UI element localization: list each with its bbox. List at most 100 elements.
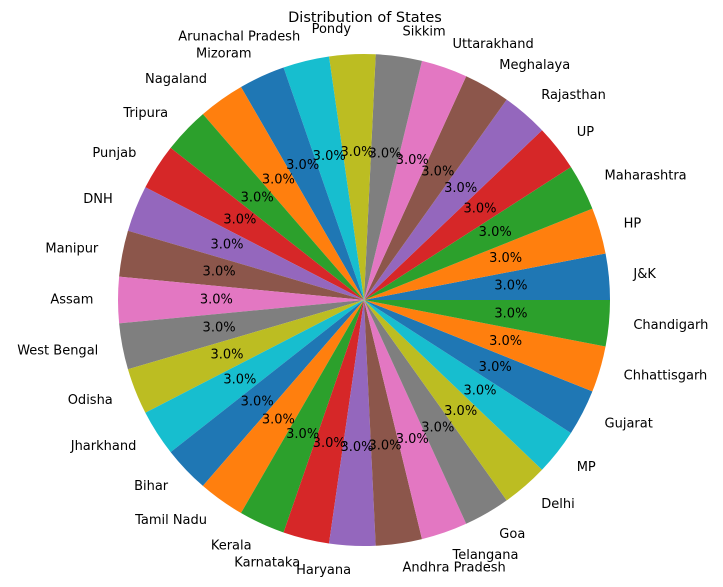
pie-slice-odisha [127,300,365,413]
chart-title: Distribution of States [288,10,442,26]
category-label: Karnataka [234,555,300,570]
pie-slice-hp [364,208,606,300]
pie-slice-uttarakhand [364,60,467,300]
pie-slice-goa [364,300,507,524]
pie-slice-arunachal-pradesh [283,56,364,301]
percent-label: 3.0% [464,201,497,216]
category-label: Chhattisgarh [624,369,708,384]
percent-label: 3.0% [210,238,243,253]
percent-label: 3.0% [203,265,236,280]
category-label: Haryana [296,563,351,578]
percent-label: 3.0% [444,404,477,419]
percent-label: 3.0% [203,320,236,335]
pie-slices [118,53,610,546]
percent-label: 3.0% [286,427,319,442]
category-label: MP [577,460,596,475]
category-label: Uttarakhand [453,37,534,52]
pie-slice-rajasthan [364,99,543,300]
category-label: Rajasthan [541,88,606,103]
category-label: Punjab [92,146,136,161]
pie-slice-pondy [328,53,376,300]
pie-slice-andhra-pradesh [364,300,422,546]
percent-label: 3.0% [479,225,512,240]
percent-label: 3.0% [340,440,373,455]
percent-label: 3.0% [262,413,295,428]
pie-slice-assam [118,276,365,324]
category-label: Odisha [68,393,113,408]
category-label: Chandigarh [633,318,708,333]
percent-label: 3.0% [262,172,295,187]
pie-slice-delhi [364,300,543,501]
pie-slice-meghalaya [364,76,507,300]
percent-label: 3.0% [340,145,373,160]
percent-label: 3.0% [494,278,527,293]
category-label: Maharashtra [605,169,687,184]
category-label: UP [577,125,595,140]
pie-slice-west-bengal [119,300,364,370]
pie-slice-j-k [364,253,610,300]
pie-slice-bihar [170,300,364,486]
percent-label: 3.0% [421,165,454,180]
percent-label: 3.0% [464,384,497,399]
category-label: Bihar [134,479,169,494]
category-label: Nagaland [145,72,207,87]
percent-label: 3.0% [223,372,256,387]
pie-slice-manipur [119,230,364,300]
category-label: Goa [499,527,525,542]
pie-slice-chhattisgarh [364,300,606,392]
category-label: J&K [632,267,656,282]
percent-label: 3.0% [241,191,274,206]
pie-slice-sikkim [364,54,422,301]
pie-slice-dnh [127,187,365,300]
category-label: Jharkhand [70,439,137,454]
percent-label: 3.0% [210,347,243,362]
category-label: Telangana [452,548,519,563]
category-label: Meghalaya [499,58,570,73]
category-label: Gujarat [605,416,653,431]
pie-slice-tamil-nadu [202,300,364,514]
pie-slice-gujarat [364,300,593,433]
category-label: DNH [83,192,113,207]
percent-label: 3.0% [396,153,429,168]
percent-label: 3.0% [286,158,319,173]
category-label: HP [624,216,642,231]
percent-label: 3.0% [444,181,477,196]
pie-slice-up [364,130,571,300]
pie-slice-nagaland [202,86,364,300]
category-label: Mizoram [196,46,252,61]
category-label: Assam [50,293,93,308]
pie-slice-maharashtra [364,167,593,300]
percent-label: 3.0% [368,146,401,161]
percent-label: 3.0% [200,293,233,308]
percent-label: 3.0% [313,149,346,164]
category-label: Kerala [211,539,252,554]
category-label: Tripura [122,106,168,121]
pie-slice-haryana [328,300,376,546]
percent-labels: 3.0%3.0%3.0%3.0%3.0%3.0%3.0%3.0%3.0%3.0%… [200,145,528,455]
percent-label: 3.0% [479,360,512,375]
category-label: Delhi [541,497,574,512]
percent-label: 3.0% [489,251,522,266]
percent-label: 3.0% [313,436,346,451]
pie-slice-kerala [241,300,364,533]
category-label: Sikkim [403,25,446,40]
pie-slice-tripura [170,114,364,300]
category-label: Tamil Nadu [134,513,207,528]
pie-slice-mizoram [241,67,364,300]
pie-slice-telangana [364,300,467,540]
percent-label: 3.0% [223,213,256,228]
percent-label: 3.0% [489,334,522,349]
percent-label: 3.0% [368,439,401,454]
pie-slice-karnataka [283,300,364,544]
category-label: Pondy [312,22,352,37]
pie-slice-punjab [145,147,364,300]
pie-slice-jharkhand [145,300,364,453]
category-label: Andhra Pradesh [403,560,506,575]
pie-slice-chandigarh [364,300,610,347]
category-labels: J&K HP Maharashtra UP Rajasthan Meghalaya Utta… [17,22,708,578]
pie-slice-mp [364,300,571,470]
percent-label: 3.0% [396,432,429,447]
category-label: West Bengal [17,344,98,359]
percent-label: 3.0% [421,420,454,435]
